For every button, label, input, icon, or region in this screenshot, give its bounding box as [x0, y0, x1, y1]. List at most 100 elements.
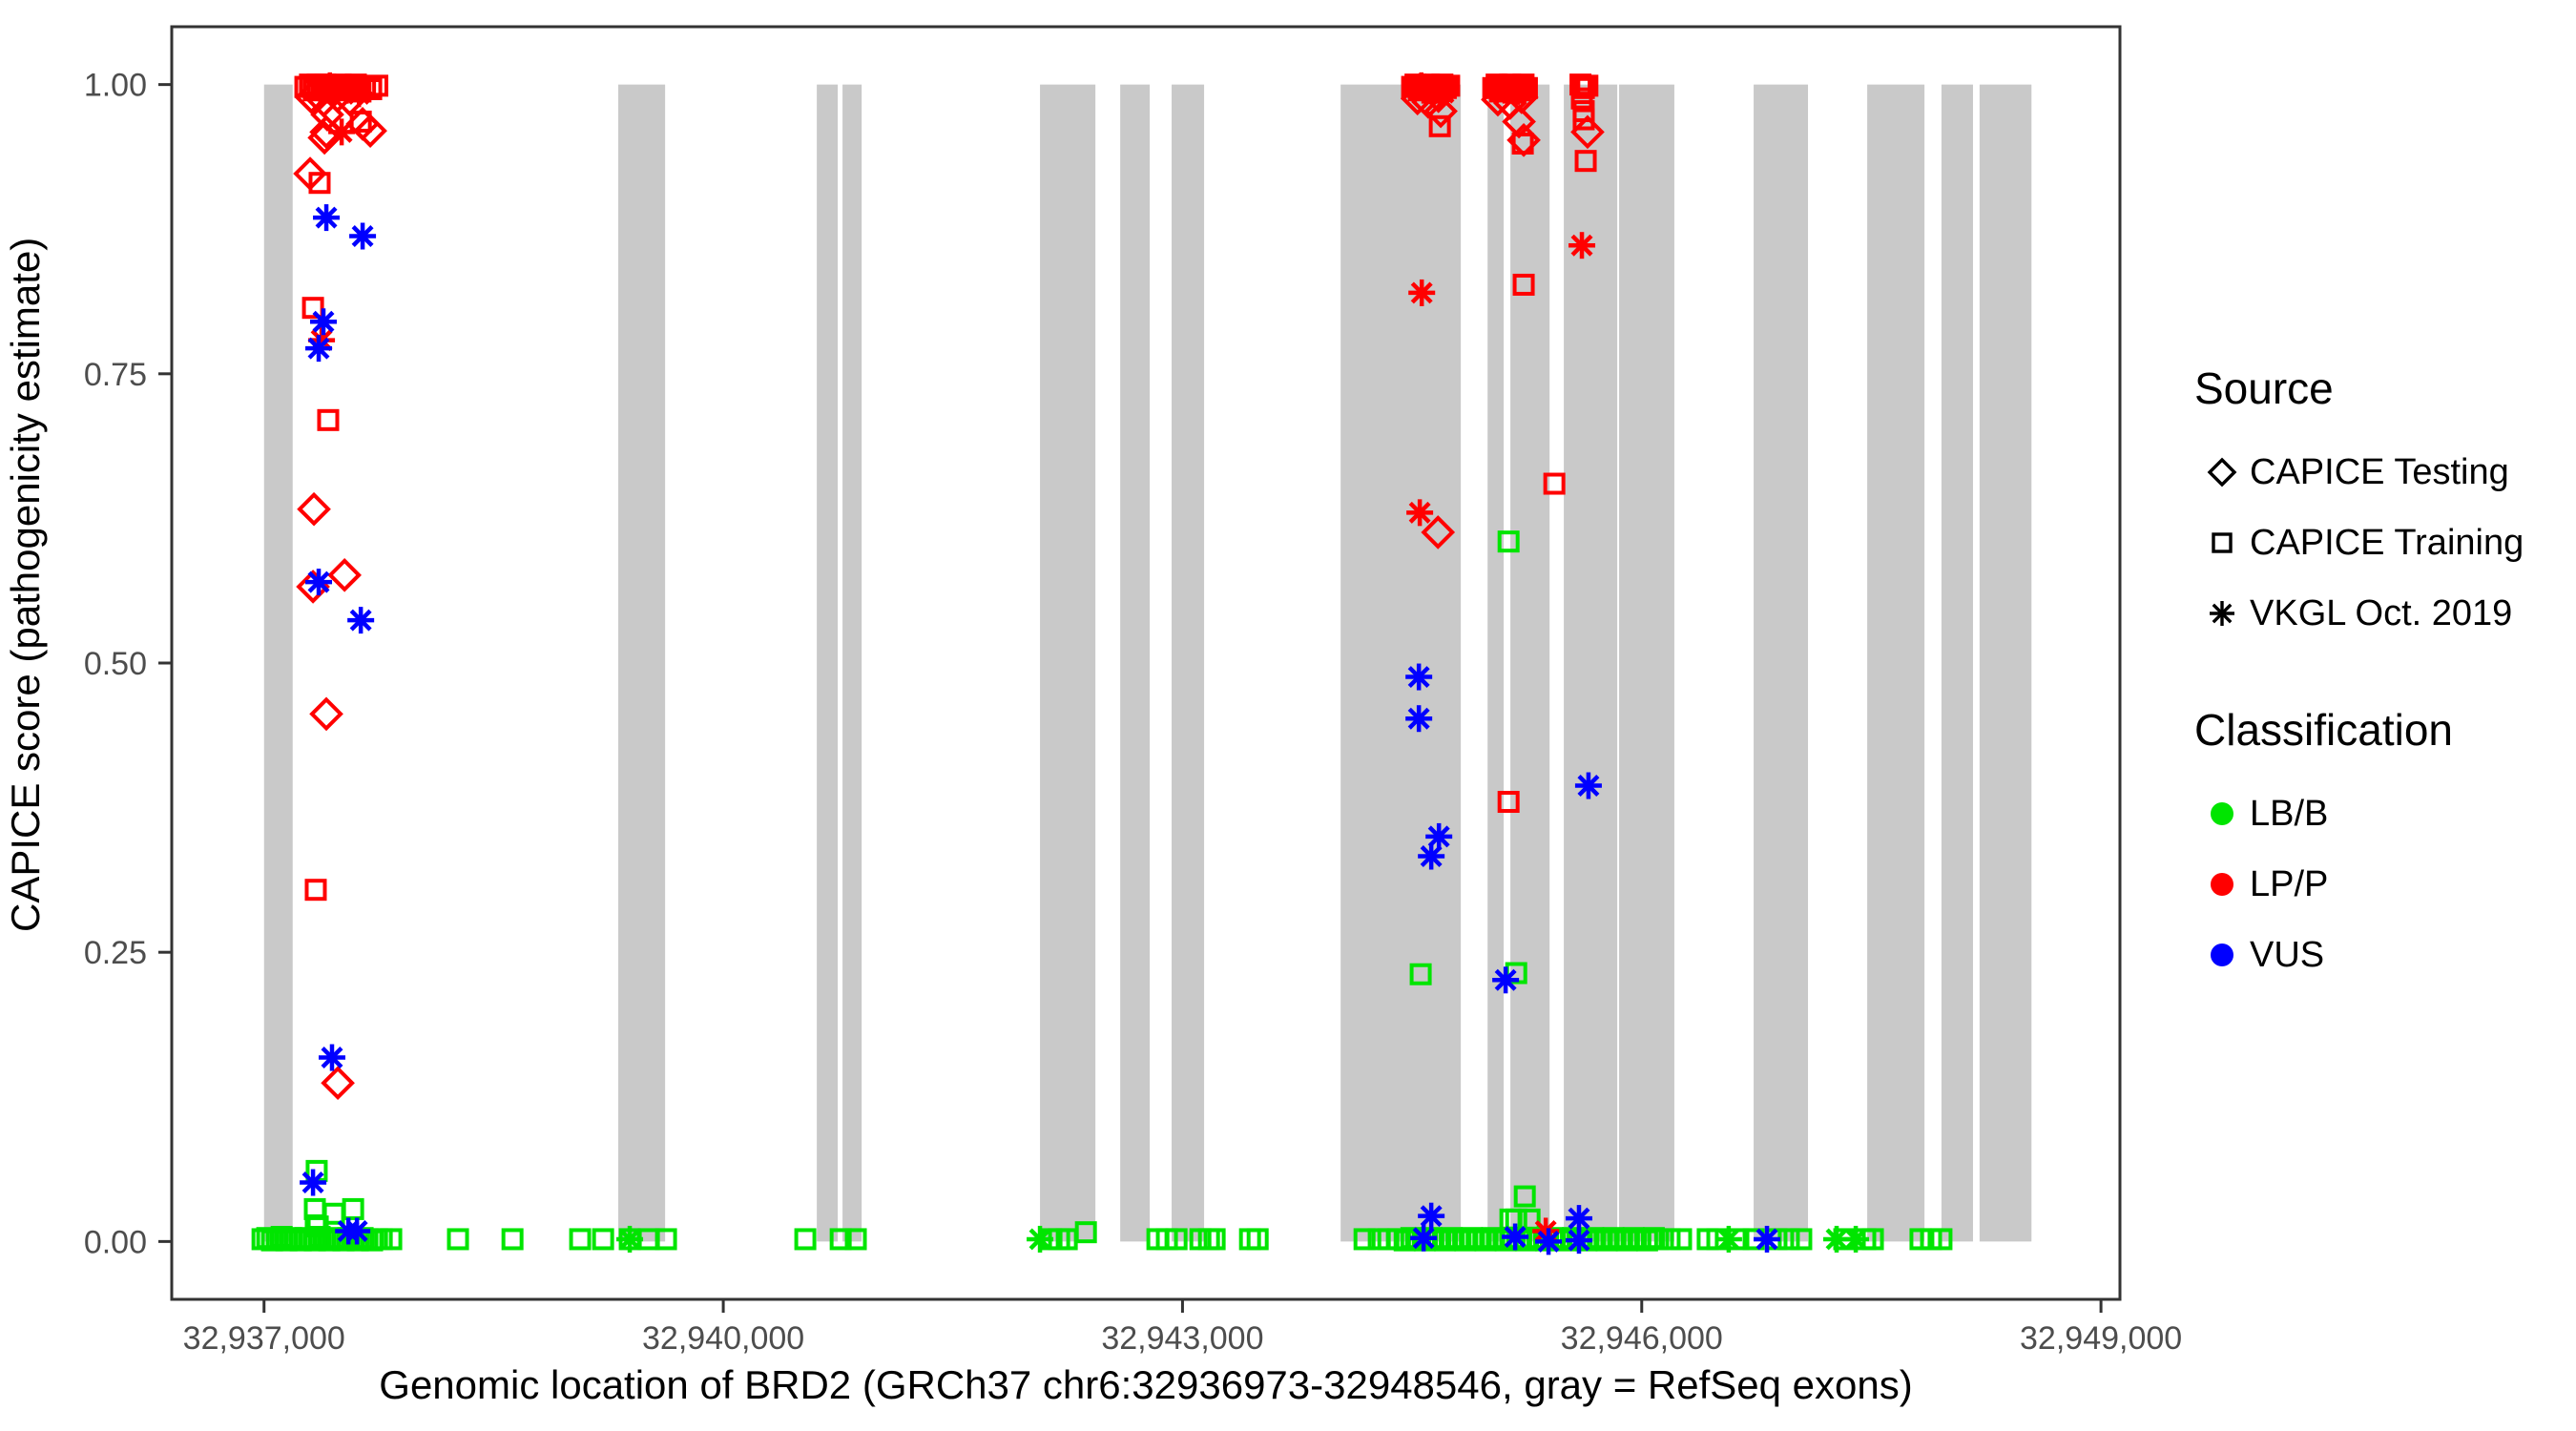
data-point [345, 80, 373, 108]
data-point [297, 491, 331, 527]
data-point [1595, 1229, 1618, 1252]
x-axis-tick-label: 32,943,000 [1101, 1320, 1263, 1357]
data-point [1513, 1185, 1536, 1208]
x-axis-tick-label: 32,940,000 [642, 1320, 804, 1357]
refseq-exon-band [1619, 84, 1674, 1242]
data-point [1511, 132, 1534, 155]
red-dot-icon [2194, 863, 2250, 905]
data-point [1574, 772, 1602, 799]
data-point [1727, 1228, 1750, 1251]
data-point [304, 879, 327, 902]
legend-label: LB/B [2250, 793, 2329, 834]
data-point [1497, 791, 1520, 814]
data-point [1568, 232, 1596, 259]
data-point [1393, 1229, 1416, 1252]
refseq-exon-band [1979, 84, 2032, 1242]
data-point [447, 1228, 469, 1251]
data-point [1165, 1228, 1188, 1251]
data-point [1492, 966, 1520, 994]
green-dot-icon [2194, 793, 2250, 835]
data-point [347, 607, 375, 634]
data-point [1203, 1228, 1226, 1251]
data-point [1027, 1225, 1054, 1253]
data-point [1574, 150, 1597, 173]
legend-label: CAPICE Testing [2250, 451, 2509, 492]
refseq-exon-band [817, 84, 839, 1242]
y-axis-tick-label: 1.00 [84, 68, 147, 104]
data-point [349, 110, 372, 133]
data-point [316, 72, 343, 99]
data-point [1570, 114, 1605, 150]
data-point [794, 1228, 817, 1251]
data-point [1418, 842, 1445, 870]
data-point [310, 97, 344, 132]
refseq-exon-band [1487, 84, 1505, 1242]
refseq-exon-band [1867, 84, 1925, 1242]
panel-border [170, 25, 2122, 1301]
data-point [1454, 1229, 1477, 1252]
square-icon [2194, 522, 2250, 564]
data-point [654, 1228, 677, 1251]
data-point [844, 1228, 867, 1251]
data-point [1861, 1228, 1884, 1251]
y-axis-tick-label: 0.50 [84, 646, 147, 682]
refseq-exon-band [263, 84, 293, 1242]
x-axis-tick-label: 32,937,000 [183, 1320, 345, 1357]
refseq-exon-band [1564, 84, 1618, 1242]
refseq-exon-band [1941, 84, 1973, 1242]
asterisk-icon [2194, 592, 2250, 634]
data-point [1658, 1228, 1681, 1251]
data-point [1405, 663, 1433, 691]
refseq-exon-band [1172, 84, 1205, 1242]
legend-label: VKGL Oct. 2019 [2250, 592, 2513, 633]
data-point [501, 1228, 524, 1251]
data-point [1512, 273, 1535, 296]
data-point [1670, 1228, 1693, 1251]
refseq-exon-band [1340, 84, 1462, 1242]
legend-item-capice-training: CAPICE Training [2194, 508, 2566, 578]
data-point [1406, 499, 1434, 527]
data-point [1635, 1229, 1658, 1252]
data-point [569, 1228, 592, 1251]
data-point [335, 1217, 363, 1245]
refseq-exon-band [1510, 84, 1550, 1242]
data-point [1930, 1228, 1953, 1251]
data-point [300, 1169, 327, 1196]
data-point [1543, 472, 1566, 495]
data-point [1405, 705, 1433, 733]
legend-source: Source CAPICE Testing CAPICE Training VK… [2194, 363, 2566, 649]
data-point [1408, 279, 1436, 306]
refseq-exon-band [618, 84, 666, 1242]
y-axis-title: CAPICE score (pathogenicity estimate) [3, 237, 48, 932]
y-axis-tick-label: 0.25 [84, 935, 147, 971]
data-point [305, 569, 333, 596]
data-point [1418, 1202, 1445, 1230]
data-point [313, 204, 341, 232]
data-point [1576, 74, 1599, 97]
x-axis-tick-label: 32,949,000 [2020, 1320, 2182, 1357]
legend-label: VUS [2250, 934, 2325, 975]
data-point [321, 1066, 355, 1101]
data-point [829, 1228, 852, 1251]
data-point [317, 408, 340, 431]
data-point [1409, 963, 1432, 985]
data-point [306, 83, 342, 118]
y-axis-tick-label: 0.75 [84, 357, 147, 393]
y-axis-tick-label: 0.00 [84, 1224, 147, 1260]
legend-classification: Classification LB/B LP/P VUS [2194, 704, 2566, 990]
data-point [310, 308, 338, 336]
refseq-exon-band [1120, 84, 1151, 1242]
legend-label: LP/P [2250, 863, 2329, 904]
data-point [306, 1215, 329, 1238]
data-point [1647, 1228, 1670, 1251]
data-point [1497, 530, 1520, 553]
legend-item-lpp: LP/P [2194, 849, 2566, 920]
data-point [1754, 1225, 1781, 1253]
legend-item-vkgl: VKGL Oct. 2019 [2194, 578, 2566, 649]
legend-item-capice-testing: CAPICE Testing [2194, 437, 2566, 508]
x-axis-title: Genomic location of BRD2 (GRCh37 chr6:32… [379, 1362, 1913, 1407]
data-point [1565, 1205, 1592, 1233]
data-point [1421, 515, 1456, 550]
